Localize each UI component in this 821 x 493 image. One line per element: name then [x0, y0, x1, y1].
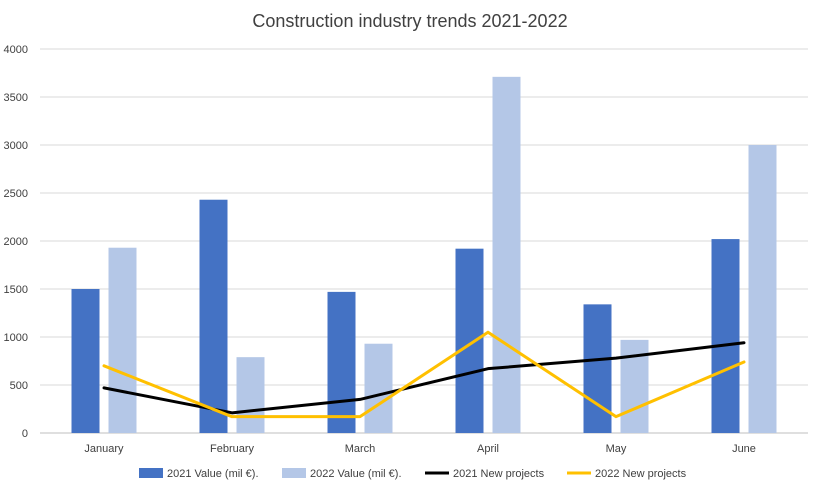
- x-tick-label: May: [606, 443, 627, 455]
- bar-2022-february: [236, 357, 265, 433]
- bar-2022-january: [108, 247, 137, 433]
- y-tick-label: 1500: [4, 284, 28, 296]
- bar-series-group: [71, 76, 777, 433]
- bar-2021-march: [327, 291, 356, 433]
- line-2022-new-projects: [102, 330, 746, 419]
- y-tick-label: 3500: [4, 92, 28, 104]
- y-tick-label: 2000: [4, 236, 28, 248]
- legend-label: 2021 Value (mil €).: [167, 468, 259, 480]
- legend-swatch: [139, 468, 163, 478]
- y-tick-label: 2500: [4, 188, 28, 200]
- chart-title: Construction industry trends 2021-2022: [252, 11, 567, 31]
- y-tick-label: 3000: [4, 140, 28, 152]
- x-tick-label: January: [84, 443, 124, 455]
- legend-label: 2021 New projects: [453, 468, 545, 480]
- line-series-group: [102, 330, 746, 419]
- x-tick-label: February: [210, 443, 255, 455]
- y-tick-label: 0: [22, 428, 28, 440]
- bar-2022-april: [492, 76, 521, 433]
- bar-2022-june: [748, 145, 777, 433]
- bar-2021-june: [711, 239, 740, 433]
- legend: 2021 Value (mil €). 2022 Value (mil €). 20…: [139, 468, 687, 480]
- y-tick-label: 500: [10, 380, 28, 392]
- gridlines: [40, 48, 808, 434]
- x-tick-label: April: [477, 443, 499, 455]
- y-tick-label: 1000: [4, 332, 28, 344]
- bar-2022-march: [364, 343, 393, 433]
- bar-2021-may: [583, 304, 612, 433]
- bar-2021-april: [455, 248, 484, 433]
- legend-label: 2022 Value (mil €).: [310, 468, 402, 480]
- y-tick-label: 4000: [4, 44, 28, 56]
- x-axis-ticks: January February March April May June: [84, 443, 756, 455]
- x-tick-label: June: [732, 443, 756, 455]
- legend-swatch: [282, 468, 306, 478]
- bar-2021-february: [199, 199, 228, 433]
- y-axis-ticks: 0 500 1000 1500 2000 2500 3000 3500 4000: [4, 44, 28, 440]
- bar-2021-january: [71, 289, 100, 433]
- legend-label: 2022 New projects: [595, 468, 687, 480]
- x-tick-label: March: [345, 443, 376, 455]
